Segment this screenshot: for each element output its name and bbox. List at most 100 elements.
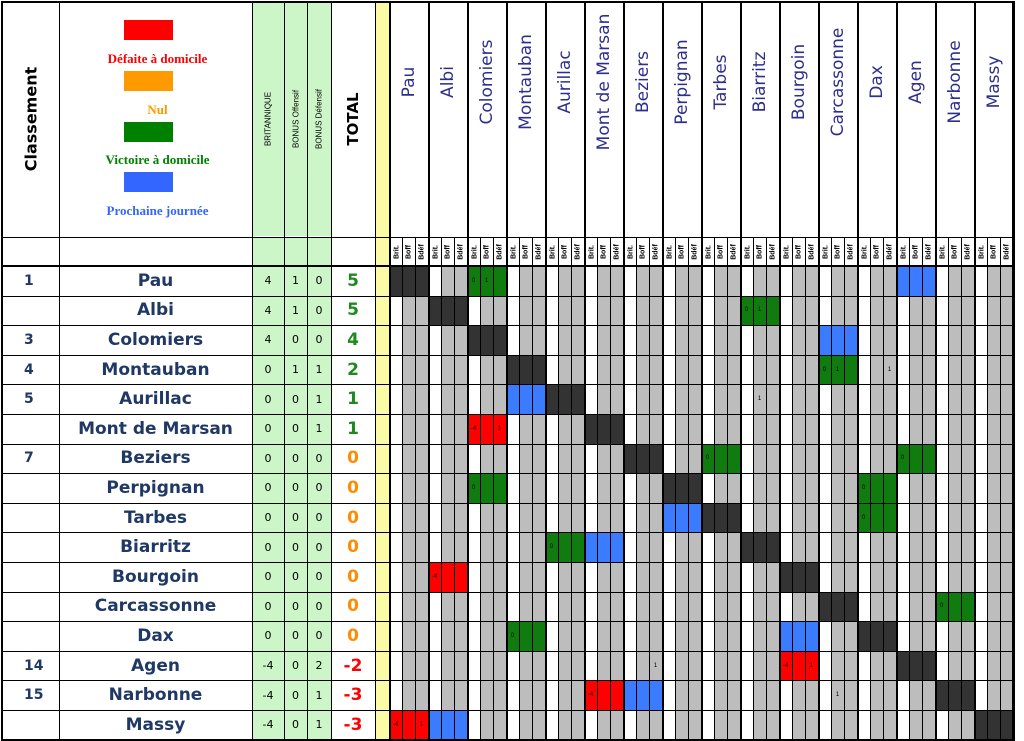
grid-line: [857, 1, 859, 741]
matrix-result-value: -4: [392, 721, 399, 728]
grid-line: [766, 237, 767, 740]
matrix-sub-label-text: Bdéf: [1003, 243, 1010, 260]
team-total: 0: [347, 566, 359, 587]
grid-line: [870, 237, 871, 740]
team-rank: 7: [24, 450, 34, 467]
grid-line: [675, 237, 676, 740]
matrix-sub-label-2: Bdéf: [884, 237, 895, 266]
matrix-sub-label-2: Bdéf: [572, 237, 583, 266]
matrix-sub-label-text: Brit.: [822, 244, 829, 259]
matrix-col-header-label: Biarritz: [749, 51, 770, 113]
grid-line: [571, 237, 572, 740]
matrix-sub-label-2: Bdéf: [728, 237, 739, 266]
matrix-sub-label-2: Bdéf: [845, 237, 856, 266]
header-bonus-offensif: BONUS Offensif: [291, 89, 300, 149]
matrix-sub-label-2: Bdéf: [494, 237, 505, 266]
matrix-sub-label-text: Bdéf: [535, 243, 542, 260]
matrix-result-cell-red: [389, 710, 428, 740]
matrix-sub-label-0: Brit.: [469, 237, 480, 266]
matrix-sub-label-0: Brit.: [703, 237, 714, 266]
matrix-sub-label-text: Boff: [639, 244, 646, 259]
grid-line: [2, 1, 3, 741]
matrix-sub-label-2: Bdéf: [767, 237, 778, 266]
team-britannique: 0: [252, 443, 284, 474]
team-name: Aurillac: [119, 389, 192, 410]
grid-line: [284, 1, 285, 741]
team-name: Agen: [131, 655, 180, 676]
matrix-result-cell-green: [935, 591, 974, 622]
matrix-sub-label-0: Brit.: [937, 237, 948, 266]
matrix-col-header-15: Massy: [974, 2, 1013, 237]
matrix-col-header-label: Montauban: [515, 34, 536, 130]
matrix-diagonal-cell: [701, 502, 740, 533]
team-rank: [2, 532, 59, 562]
team-britannique: -4: [252, 650, 284, 681]
matrix-result-cell-blue: [779, 621, 818, 651]
grid-line: [441, 237, 442, 740]
matrix-result-value: 1: [757, 307, 762, 314]
team-britannique: -4: [252, 680, 284, 710]
matrix-sub-label-0: Brit.: [625, 237, 636, 266]
team-rank: 15: [24, 687, 44, 704]
team-bonus-defensif: 1: [307, 680, 331, 710]
grid-line: [558, 237, 559, 740]
matrix-sub-label-text: Bdéf: [964, 243, 971, 260]
team-name: Pau: [137, 270, 174, 291]
matrix-col-header-0: Pau: [389, 2, 428, 237]
team-rank: [2, 414, 59, 444]
header-bonus-defensif-cell: BONUS Défensif: [307, 2, 331, 236]
team-bonus-defensif: 1: [307, 414, 331, 444]
matrix-sub-label-1: Boff: [520, 237, 531, 266]
grid-line: [415, 237, 416, 740]
matrix-sub-label-text: Bdéf: [652, 243, 659, 260]
matrix-result-value: 0: [822, 366, 827, 373]
matrix-sub-label-text: Boff: [990, 244, 997, 259]
team-rank: 14: [24, 657, 44, 674]
matrix-sub-label-2: Bdéf: [533, 237, 544, 266]
team-total: -2: [343, 655, 363, 676]
matrix-result-value: 0: [705, 455, 710, 462]
grid-line: [701, 1, 703, 741]
grid-line: [922, 237, 923, 740]
grid-line: [59, 1, 60, 741]
matrix-sub-label-text: Boff: [600, 244, 607, 259]
grid-line: [597, 237, 598, 740]
matrix-result-cell-green: [857, 502, 896, 533]
matrix-col-header-9: Biarritz: [740, 2, 779, 237]
matrix-sub-label-1: Boff: [481, 237, 492, 266]
matrix-sub-label-text: Bdéf: [886, 243, 893, 260]
header-strip-cell: [252, 237, 284, 266]
header-classement: Classement: [21, 66, 40, 172]
team-total: 5: [347, 300, 359, 321]
matrix-result-value: 0: [744, 307, 749, 314]
matrix-col-header-1: Albi: [428, 2, 467, 237]
matrix-result-cell-blue: [662, 502, 701, 533]
grid-line: [307, 1, 308, 741]
grid-line: [493, 237, 494, 740]
matrix-sub-label-text: Bdéf: [691, 243, 698, 260]
team-bonus-offensif: 0: [284, 591, 307, 622]
matrix-sub-label-text: Boff: [873, 244, 880, 259]
matrix-col-header-label: Beziers: [632, 50, 653, 114]
team-bonus-defensif: 1: [307, 384, 331, 414]
team-bonus-defensif: 0: [307, 473, 331, 503]
header-strip-cell: [307, 237, 331, 266]
matrix-result-cell-blue: [818, 325, 857, 355]
matrix-sub-label-1: Boff: [715, 237, 726, 266]
matrix-result-cell-green: [506, 621, 545, 651]
grid-line: [1000, 237, 1001, 740]
grid-line: [935, 1, 937, 741]
matrix-sub-label-text: Brit.: [471, 244, 478, 259]
header-strip-cell: [284, 237, 307, 266]
matrix-sub-label-text: Bdéf: [769, 243, 776, 260]
matrix-result-value: -4: [431, 573, 438, 580]
matrix-result-value: -4: [782, 662, 789, 669]
matrix-sub-label-text: Bdéf: [925, 243, 932, 260]
team-total: -3: [343, 714, 363, 735]
team-britannique: -4: [252, 710, 284, 740]
team-bonus-offensif: 0: [284, 710, 307, 740]
matrix-sub-label-0: Brit.: [820, 237, 831, 266]
matrix-sub-label-text: Brit.: [900, 244, 907, 259]
team-bonus-defensif: 0: [307, 325, 331, 355]
